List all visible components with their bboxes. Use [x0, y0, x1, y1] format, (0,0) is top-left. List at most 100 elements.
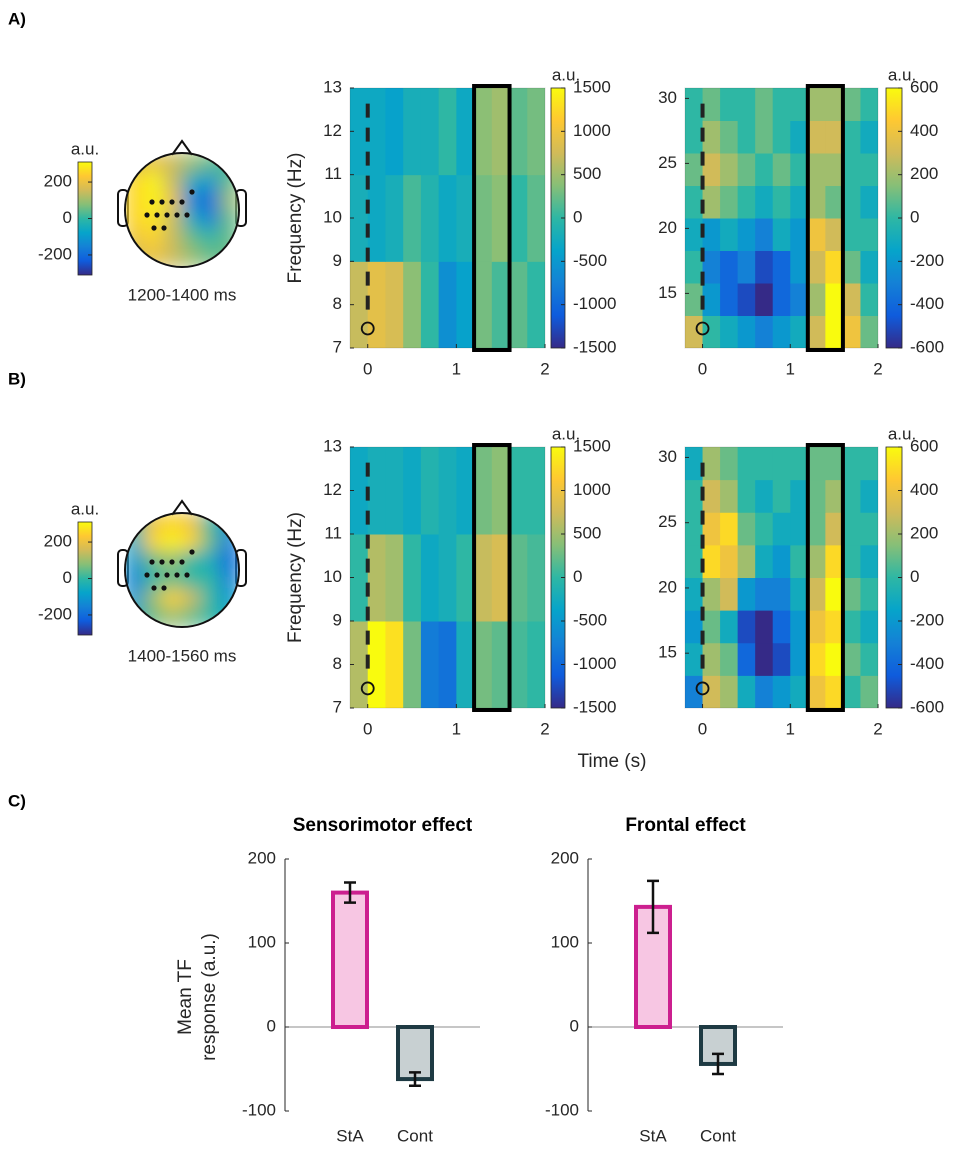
- heatmap-cell: [420, 174, 440, 262]
- topomap-cell: [143, 153, 164, 173]
- heatmap-cell: [420, 447, 440, 535]
- electrode: [179, 559, 185, 565]
- topomap-cell: [125, 171, 145, 192]
- y-tick-label: 200: [551, 848, 579, 867]
- heatmap-cell: [860, 675, 878, 708]
- heatmap-cell: [438, 261, 457, 348]
- heatmap-cell: [685, 218, 704, 251]
- heatmap-cell: [790, 447, 809, 481]
- topomap-cell: [125, 190, 145, 211]
- heatmap-cell: [720, 642, 739, 676]
- heatmap-cell: [755, 479, 774, 513]
- electrode: [144, 572, 150, 578]
- panel-label: B): [8, 369, 26, 388]
- heatmap-cell: [790, 185, 809, 219]
- heatmap-cell: [527, 174, 545, 262]
- colorbar-tick-label: 1000: [573, 121, 611, 140]
- heatmap-cell: [350, 534, 369, 622]
- heatmap-cell: [737, 218, 756, 251]
- heatmap-cell: [860, 447, 878, 481]
- topomap-cell: [219, 588, 239, 609]
- heatmap-cell: [685, 675, 704, 708]
- heatmap-cell: [842, 185, 861, 219]
- heatmap-cell: [737, 675, 756, 708]
- heatmap-cell: [702, 675, 721, 708]
- colorbar-tick-label: 200: [44, 172, 72, 191]
- heatmap-cell: [860, 88, 878, 121]
- chart-title: Frontal effect: [625, 815, 746, 836]
- y-tick-label: 200: [248, 848, 276, 867]
- heatmap-cell: [420, 534, 440, 622]
- heatmap-cell: [685, 642, 704, 676]
- heatmap-cell: [438, 447, 457, 535]
- y-tick-label: 20: [658, 218, 677, 237]
- heatmap-cell: [755, 447, 774, 481]
- topomap-cell: [125, 550, 145, 571]
- error-bar: [712, 1052, 724, 1076]
- x-tick-label: StA: [639, 1126, 667, 1145]
- heatmap-cell: [860, 185, 878, 219]
- topomap-cell: [181, 228, 202, 249]
- x-tick-label: 0: [698, 719, 707, 738]
- heatmap-cell: [807, 447, 826, 481]
- heatmap-cell: [790, 153, 809, 186]
- heatmap-cell: [720, 283, 739, 316]
- colorbar-tick-label: 600: [910, 436, 938, 455]
- heatmap-cell: [807, 544, 826, 578]
- heatmap-cell: [491, 261, 511, 348]
- heatmap-cell: [737, 512, 756, 546]
- y-tick-label: 0: [267, 1016, 276, 1035]
- heatmap-cell: [385, 174, 404, 262]
- topomap-cell: [143, 607, 164, 627]
- y-tick-label: 11: [324, 523, 342, 542]
- heatmap-cell: [527, 534, 545, 622]
- heatmap-cell: [702, 283, 721, 316]
- heatmap-cell: [790, 577, 809, 611]
- colorbar-tick-label: 0: [573, 207, 582, 226]
- topomap-cell: [181, 153, 202, 173]
- heatmap-cell: [737, 479, 756, 513]
- heatmap-cell: [842, 479, 861, 513]
- highlight-window: [472, 84, 512, 352]
- heatmap-cell: [790, 315, 809, 348]
- colorbar-tick-label: -400: [910, 654, 944, 673]
- colorbar-tick-label: -400: [910, 294, 944, 313]
- heatmap-cell: [685, 610, 704, 644]
- heatmap-cell: [737, 283, 756, 316]
- colorbar-tick-label: 500: [573, 523, 601, 542]
- heatmap-cell: [825, 675, 844, 708]
- heatmap-cell: [456, 88, 475, 176]
- heatmap-cell: [367, 621, 386, 708]
- y-tick-label: 7: [333, 337, 342, 356]
- topomap-cell: [219, 569, 239, 590]
- topomap-cell: [200, 550, 221, 571]
- topomap-cell: [219, 550, 239, 571]
- heatmap-cell: [860, 315, 878, 348]
- y-tick-label: 30: [658, 88, 677, 107]
- heatmap-cell: [825, 250, 844, 284]
- heatmap-cell: [474, 534, 493, 622]
- heatmap-cell: [772, 544, 791, 578]
- heatmap-cell: [825, 120, 844, 154]
- heatmap-cell: [860, 120, 878, 154]
- y-tick-label: 9: [333, 610, 342, 629]
- heatmap-cell: [720, 610, 739, 644]
- electrode: [161, 225, 167, 231]
- heatmap-cell: [842, 120, 861, 154]
- highlight-window: [805, 443, 845, 712]
- heatmap-cell: [702, 185, 721, 219]
- heatmap-cell: [772, 283, 791, 316]
- x-tick-label: 0: [363, 719, 372, 738]
- topomap-cell: [181, 550, 202, 571]
- heatmap-cell: [456, 534, 475, 622]
- heatmap-cell: [720, 120, 739, 154]
- heatmap-cell: [685, 447, 704, 481]
- colorbar-tick-label: -600: [910, 337, 944, 356]
- heatmap-cell: [456, 447, 475, 535]
- colorbar-label: a.u.: [888, 65, 916, 84]
- x-tick-label: 0: [698, 359, 707, 378]
- topomap-cell: [200, 513, 221, 533]
- heatmap-cell: [807, 577, 826, 611]
- heatmap-cell: [420, 88, 440, 176]
- topomap-cell: [125, 531, 145, 552]
